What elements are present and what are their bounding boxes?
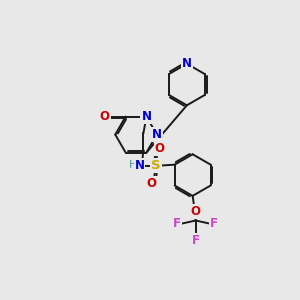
Text: F: F — [173, 217, 181, 230]
Text: O: O — [154, 142, 164, 154]
Text: F: F — [192, 234, 200, 247]
Text: S: S — [151, 159, 160, 172]
Text: N: N — [152, 128, 162, 141]
Text: O: O — [100, 110, 110, 123]
Text: N: N — [141, 110, 152, 123]
Text: F: F — [210, 217, 218, 230]
Text: H: H — [128, 160, 137, 170]
Text: N: N — [134, 159, 145, 172]
Text: O: O — [147, 177, 157, 190]
Text: N: N — [182, 57, 192, 70]
Text: O: O — [191, 205, 201, 218]
